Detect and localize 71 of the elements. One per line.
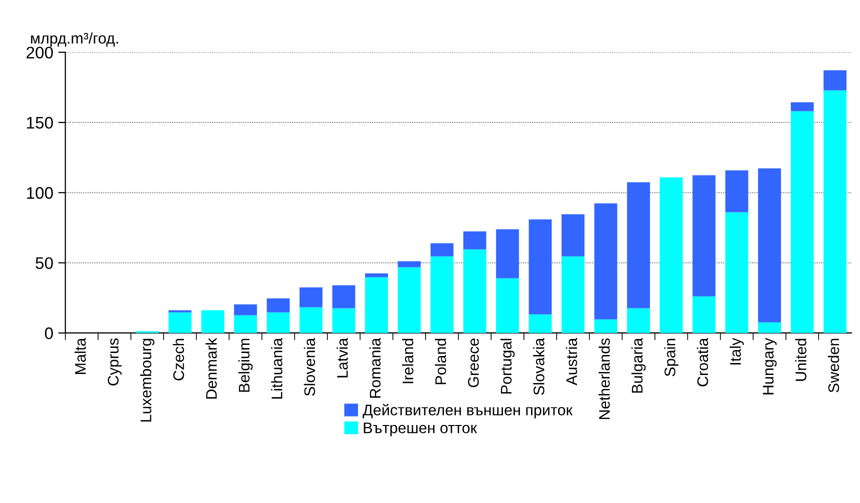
bar	[562, 256, 584, 333]
bar	[332, 285, 356, 308]
bar	[562, 214, 584, 256]
bar	[496, 278, 519, 333]
y-tick-label: 150	[27, 116, 53, 129]
x-tick-label: Czech	[172, 338, 184, 380]
x-tick-label: Austria	[566, 338, 578, 386]
bar	[430, 256, 454, 333]
x-tick-label: Portugal	[500, 338, 515, 394]
bar	[430, 243, 454, 256]
bar	[332, 308, 356, 333]
bar	[594, 203, 618, 320]
x-tick-label: Spain	[664, 338, 678, 376]
x-tick-label: Denmark	[206, 338, 217, 399]
bar	[463, 249, 486, 333]
bar	[528, 219, 552, 314]
bar	[496, 229, 519, 278]
bar	[234, 304, 257, 316]
bar	[594, 319, 618, 333]
y-axis-title: млрд.m³/год.	[31, 32, 118, 47]
x-tick-label: Cyprus	[108, 338, 122, 386]
x-tick-label: Italy	[730, 338, 744, 364]
legend-label: Действителен външен приток	[362, 404, 573, 418]
x-tick-label: Poland	[434, 338, 446, 384]
bar	[168, 312, 192, 333]
bar	[266, 298, 290, 312]
bar	[365, 277, 388, 333]
bar	[824, 70, 846, 90]
legend-label: Вътрешен отток	[364, 422, 477, 436]
bar	[398, 261, 421, 268]
bar	[627, 182, 650, 308]
x-tick-label: Malta	[74, 338, 86, 374]
bar	[790, 102, 814, 112]
bar	[398, 267, 421, 333]
x-tick-label: Slovakia	[533, 338, 544, 395]
bar	[266, 312, 290, 333]
x-tick-label: Romania	[369, 338, 381, 398]
x-tick-label: Sweden	[828, 338, 840, 392]
bar	[692, 175, 716, 296]
bar	[627, 308, 650, 333]
y-tick-label: 0	[44, 327, 53, 340]
x-tick-label: Hungary	[762, 338, 777, 394]
x-tick-label: United	[795, 338, 806, 381]
x-tick-label: Slovenia	[304, 338, 316, 396]
bar	[300, 287, 322, 308]
x-tick-label: Latvia	[336, 338, 348, 378]
x-tick-label: Ireland	[402, 338, 414, 384]
x-tick-label: Belgium	[238, 338, 253, 392]
bar	[725, 170, 748, 212]
bar	[790, 111, 814, 333]
x-tick-label: Netherlands	[598, 338, 610, 419]
bar	[528, 314, 552, 333]
bar	[758, 322, 781, 333]
bar	[234, 315, 257, 333]
bar	[692, 296, 716, 333]
y-tick-label: 100	[27, 187, 53, 199]
x-tick-label: Luxembourg	[140, 338, 154, 422]
bar	[300, 307, 322, 333]
bar	[463, 231, 486, 250]
bar	[758, 168, 781, 322]
bar	[201, 310, 224, 333]
x-tick-label: Croatia	[696, 338, 708, 386]
bar	[660, 177, 683, 333]
bar	[725, 212, 748, 333]
x-tick-label: Bulgaria	[631, 338, 646, 393]
bar	[824, 90, 846, 333]
y-tick-label: 200	[26, 46, 53, 59]
y-tick-label: 50	[36, 257, 53, 270]
x-tick-label: Lithuania	[271, 338, 282, 399]
x-tick-label: Greece	[468, 338, 479, 388]
bar	[365, 273, 388, 278]
